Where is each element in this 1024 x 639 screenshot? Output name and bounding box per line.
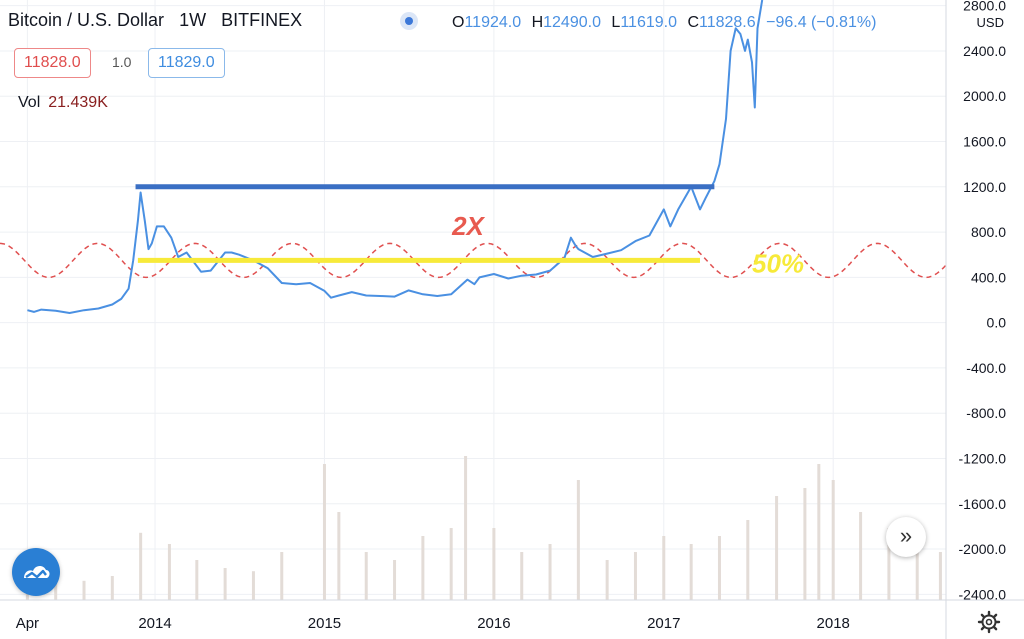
annotations: 2X 50% xyxy=(135,184,804,278)
change-value: −96.4 (−0.81%) xyxy=(766,14,877,31)
volume-bar xyxy=(831,480,835,600)
interval[interactable]: 1W xyxy=(179,10,207,30)
volume-bar xyxy=(887,528,891,600)
volume-bar xyxy=(337,512,341,600)
close-label: C xyxy=(687,14,699,31)
chart-header: Bitcoin / U.S. Dollar 1W BITFINEX xyxy=(8,10,312,31)
low-label: L xyxy=(611,14,621,31)
volume-bar xyxy=(223,568,227,600)
x-tick-label: 2015 xyxy=(308,615,341,632)
y-tick-label: -1200.0 xyxy=(959,450,1007,466)
support-label: 50% xyxy=(752,248,804,278)
x-tick-label: 2017 xyxy=(647,615,680,632)
x-axis-labels: Apr 2014 2015 2016 2017 2018 xyxy=(16,615,850,632)
ohlc-readout: O11924.0 H12490.0 L11619.0 C11828.6 −96.… xyxy=(452,14,882,32)
y-tick-label: 2000.0 xyxy=(963,88,1006,104)
volume-bar xyxy=(139,532,143,600)
x-tick-label: 2014 xyxy=(138,615,171,632)
volume-bar xyxy=(938,552,942,600)
x-tick-label: 2016 xyxy=(477,615,510,632)
volume-bar xyxy=(464,456,468,600)
high-value: 12490.0 xyxy=(543,14,601,31)
y-tick-label: 400.0 xyxy=(971,269,1006,285)
volume-bar xyxy=(662,536,666,600)
y-tick-label: 800.0 xyxy=(971,224,1006,240)
volume-bar xyxy=(746,520,750,600)
spread-value: 1.0 xyxy=(112,54,132,70)
y-tick-label: 1200.0 xyxy=(963,179,1006,195)
cycle-wave xyxy=(0,242,947,279)
volume-bar xyxy=(717,536,721,600)
volume-legend: Vol 21.439K xyxy=(18,94,108,112)
symbol-name[interactable]: Bitcoin / U.S. Dollar xyxy=(8,10,165,30)
tradingview-logo-icon[interactable] xyxy=(12,548,60,596)
volume-bar xyxy=(195,560,199,600)
resistance-label: 2X xyxy=(451,211,485,241)
volume-bar xyxy=(393,560,397,600)
volume-bar xyxy=(421,536,425,600)
volume-bar xyxy=(167,544,171,600)
volume-bar xyxy=(251,571,255,600)
y-tick-label: -2400.0 xyxy=(959,586,1007,602)
cycle-wave-line xyxy=(0,242,947,279)
volume-bar xyxy=(915,544,919,600)
open-label: O xyxy=(452,14,465,31)
currency-label: USD xyxy=(977,15,1004,30)
y-tick-label: 1600.0 xyxy=(963,134,1006,150)
volume-label: Vol xyxy=(18,94,41,111)
volume-bar xyxy=(492,528,496,600)
volume-bar xyxy=(576,480,580,600)
volume-bar xyxy=(449,528,453,600)
y-tick-label: -400.0 xyxy=(966,360,1006,376)
y-tick-label: 2800.0 xyxy=(963,0,1006,14)
volume-bar xyxy=(520,552,524,600)
y-axis-labels: 2800.0 2400.0 2000.0 1600.0 1200.0 800.0 400.0… xyxy=(959,0,1007,602)
volume-bars xyxy=(25,456,942,600)
exchange[interactable]: BITFINEX xyxy=(221,10,303,30)
buy-price-button[interactable]: 11829.0 xyxy=(148,48,225,78)
volume-bar xyxy=(633,552,637,600)
volume-bar xyxy=(548,544,552,600)
sell-price-button[interactable]: 11828.0 xyxy=(14,48,91,78)
volume-bar xyxy=(689,544,693,600)
volume-bar xyxy=(775,496,779,600)
y-tick-label: 2400.0 xyxy=(963,43,1006,59)
y-tick-label: 0.0 xyxy=(987,315,1007,331)
volume-bar xyxy=(82,580,86,600)
settings-gear-icon[interactable] xyxy=(977,610,1001,634)
volume-bar xyxy=(859,512,863,600)
symbol-status-icon[interactable] xyxy=(400,12,418,30)
price-line xyxy=(27,0,764,314)
high-label: H xyxy=(531,14,544,31)
grid-lines xyxy=(0,0,946,600)
volume-bar xyxy=(110,576,114,600)
low-value: 11619.0 xyxy=(620,14,677,31)
price-series xyxy=(27,0,764,314)
y-tick-label: -1600.0 xyxy=(959,496,1007,512)
scroll-to-latest-icon[interactable]: » xyxy=(886,517,926,557)
y-tick-label: -800.0 xyxy=(966,405,1006,421)
volume-bar xyxy=(364,552,368,600)
x-tick-label: 2018 xyxy=(817,615,850,632)
volume-value: 21.439K xyxy=(48,94,108,111)
y-tick-label: -2000.0 xyxy=(959,541,1007,557)
volume-bar xyxy=(280,552,284,600)
volume-bar xyxy=(817,464,821,600)
x-tick-label: Apr xyxy=(16,615,39,632)
volume-bar xyxy=(605,560,609,600)
close-value: 11828.6 xyxy=(699,14,756,31)
volume-bar xyxy=(803,488,807,600)
open-value: 11924.0 xyxy=(464,14,522,31)
volume-bar xyxy=(322,464,326,600)
